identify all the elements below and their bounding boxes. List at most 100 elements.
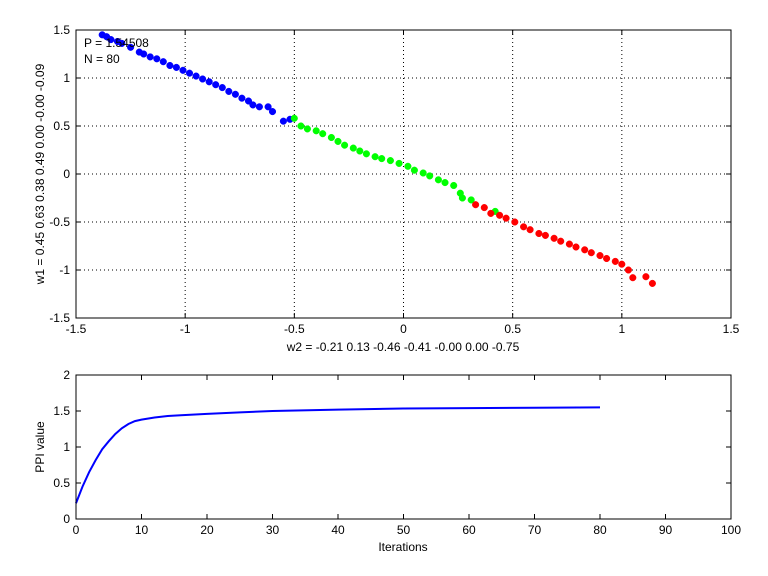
scatter-point-series-3 [572, 243, 580, 251]
scatter-point-series-2 [441, 179, 449, 187]
scatter-point-series-3 [603, 254, 611, 263]
scatter-point-series-1 [268, 108, 277, 116]
line-axes-background [76, 375, 731, 519]
scatter-point-series-1 [244, 97, 253, 105]
scatter-point-series-2 [297, 122, 305, 130]
line-tick-labels: 0 10 20 30 40 50 60 70 80 90 100 0 0.5 1 1.5 2 [53, 368, 741, 537]
scatter-y-tick-label: 0 [63, 167, 70, 181]
line-ticks [75, 374, 732, 520]
scatter-point-series-2 [450, 181, 458, 190]
scatter-point-series-3 [557, 237, 565, 245]
scatter-point-series-3 [565, 240, 573, 248]
scatter-point-series-2 [334, 137, 342, 145]
line-x-tick-label: 90 [659, 523, 673, 537]
scatter-x-tick-label: 0.5 [504, 322, 521, 336]
scatter-point-series-1 [153, 55, 161, 63]
scatter-point-series-2 [378, 155, 386, 163]
scatter-point-series-1 [225, 87, 233, 95]
line-x-tick-label: 80 [593, 523, 607, 537]
scatter-x-tick-label: 0 [400, 322, 407, 336]
scatter-x-tick-label: 1 [618, 322, 625, 336]
scatter-point-series-3 [502, 214, 510, 222]
scatter-x-axis-label: w2 = -0.21 0.13 -0.46 -0.41 -0.00 0.00 -… [286, 340, 520, 354]
scatter-grid [76, 30, 731, 318]
scatter-point-series-1 [192, 72, 200, 80]
scatter-point-series-2 [426, 172, 434, 180]
scatter-point-series-3 [642, 273, 650, 281]
scatter-point-series-2 [312, 127, 320, 135]
scatter-point-series-3 [618, 260, 626, 268]
scatter-point-series-1 [185, 69, 194, 77]
line-y-tick-label: 0.5 [53, 476, 70, 490]
scatter-point-series-3 [511, 218, 519, 226]
scatter-point-series-1 [118, 39, 126, 47]
line-x-tick-label: 30 [266, 523, 280, 537]
line-x-tick-label: 100 [721, 523, 741, 537]
line-y-tick-label: 1.5 [53, 404, 70, 418]
scatter-point-series-1 [127, 43, 135, 51]
scatter-point-series-3 [480, 204, 488, 212]
scatter-point-series-1 [140, 50, 148, 58]
scatter-point-series-2 [319, 130, 327, 138]
scatter-point-series-2 [458, 194, 466, 202]
scatter-point-series-2 [419, 169, 427, 177]
scatter-point-series-3 [496, 211, 504, 219]
scatter-y-tick-label: 0.5 [53, 119, 70, 133]
scatter-ticks [75, 29, 732, 319]
scatter-point-series-2 [434, 176, 442, 184]
scatter-point-series-1 [218, 84, 226, 92]
scatter-point-series-2 [303, 125, 311, 133]
line-x-tick-label: 0 [73, 523, 80, 537]
line-x-tick-label: 60 [462, 523, 476, 537]
scatter-point-series-3 [472, 201, 480, 209]
scatter-point-series-2 [356, 147, 364, 155]
scatter-point-series-1 [255, 103, 263, 111]
ppi-line-plot: 0 10 20 30 40 50 60 70 80 90 100 0 0.5 1 1.5 2 Iteratio… [33, 368, 741, 554]
scatter-point-series-2 [410, 166, 418, 174]
line-y-tick-label: 0 [63, 512, 70, 526]
scatter-point-series-1 [249, 101, 257, 109]
scatter-point-series-2 [362, 150, 370, 158]
scatter-y-tick-label: -0.5 [49, 215, 70, 229]
scatter-point-series-1 [212, 81, 220, 89]
scatter-point-series-3 [648, 279, 656, 287]
scatter-point-series-1 [205, 78, 213, 86]
scatter-x-tick-label: -1 [180, 322, 191, 336]
scatter-point-series-3 [624, 266, 632, 274]
line-x-tick-label: 70 [528, 523, 542, 537]
scatter-point-series-3 [526, 226, 534, 234]
scatter-point-series-3 [587, 249, 595, 257]
line-x-axis-label: Iterations [378, 540, 427, 554]
scatter-point-series-1 [146, 53, 154, 61]
scatter-point-series-3 [596, 252, 604, 260]
line-y-tick-label: 1 [63, 440, 70, 454]
scatter-plot: -1.5 -1 -0.5 0 0.5 1 1.5 -1.5 -1 -0.5 0 0.5 1 1.5 P =… [33, 23, 740, 354]
scatter-y-tick-label: 1 [63, 71, 70, 85]
scatter-point-series-1 [231, 90, 239, 98]
scatter-point-series-3 [611, 257, 619, 265]
line-y-axis-label: PPI value [33, 421, 47, 473]
scatter-x-tick-label: -0.5 [284, 322, 305, 336]
scatter-x-tick-label: -1.5 [66, 322, 87, 336]
scatter-tick-labels: -1.5 -1 -0.5 0 0.5 1 1.5 -1.5 -1 -0.5 0 0.5 1 1.5 [49, 23, 739, 336]
scatter-point-series-2 [349, 144, 357, 152]
scatter-point-series-3 [581, 246, 589, 254]
scatter-point-series-2 [386, 157, 394, 165]
scatter-points [98, 31, 656, 287]
scatter-point-series-3 [629, 274, 637, 282]
scatter-point-series-2 [467, 196, 475, 204]
scatter-x-tick-label: 1.5 [723, 322, 740, 336]
scatter-point-series-1 [179, 66, 187, 74]
ppi-series-line [75, 406, 601, 504]
scatter-point-series-1 [159, 58, 167, 66]
scatter-point-series-1 [279, 117, 287, 125]
scatter-point-series-2 [341, 141, 349, 149]
scatter-point-series-1 [264, 103, 272, 111]
scatter-point-series-2 [371, 153, 379, 161]
line-x-tick-label: 20 [200, 523, 214, 537]
scatter-point-series-1 [199, 75, 207, 83]
scatter-point-series-3 [487, 209, 495, 217]
line-x-tick-label: 40 [331, 523, 345, 537]
scatter-point-series-3 [520, 223, 528, 231]
